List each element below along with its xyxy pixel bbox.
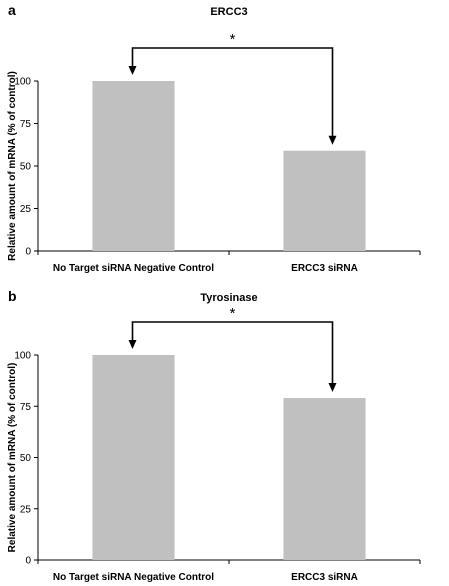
y-tick-label: 75 xyxy=(20,119,32,130)
bar-1 xyxy=(92,355,175,560)
y-tick-label: 0 xyxy=(25,556,31,567)
significance-bracket xyxy=(131,321,334,385)
arrowhead-right xyxy=(328,135,337,145)
arrowhead-left xyxy=(128,66,137,75)
chart-title: ERCC3 xyxy=(210,6,247,18)
category-label: No Target siRNA Negative Control xyxy=(53,572,214,583)
bar-2 xyxy=(283,150,366,251)
y-tick-label: 100 xyxy=(14,351,31,362)
panel-letter-a: a xyxy=(8,2,16,18)
significance-bracket xyxy=(131,47,334,137)
y-tick-label: 100 xyxy=(14,77,31,88)
category-label: ERCC3 siRNA xyxy=(291,572,358,583)
y-axis-label: Relative amount of mRNA (% of control) xyxy=(7,363,18,553)
arrowhead-left xyxy=(128,340,137,349)
category-label: No Target siRNA Negative Control xyxy=(53,263,214,274)
y-tick-label: 75 xyxy=(20,402,32,413)
y-axis-label: Relative amount of mRNA (% of control) xyxy=(7,71,18,261)
y-tick-label: 25 xyxy=(20,504,32,515)
significance-asterisk: * xyxy=(230,31,236,48)
y-tick-label: 50 xyxy=(20,453,32,464)
category-label: ERCC3 siRNA xyxy=(291,263,358,274)
y-tick-label: 25 xyxy=(20,204,32,215)
bar-1 xyxy=(92,81,175,251)
y-tick-label: 50 xyxy=(20,162,32,173)
significance-asterisk: * xyxy=(230,305,236,322)
y-tick-label: 0 xyxy=(25,247,31,258)
bar-2 xyxy=(283,398,366,560)
chart-title: Tyrosinase xyxy=(200,292,257,304)
panel-letter-b: b xyxy=(8,288,17,304)
arrowhead-right xyxy=(328,383,337,393)
